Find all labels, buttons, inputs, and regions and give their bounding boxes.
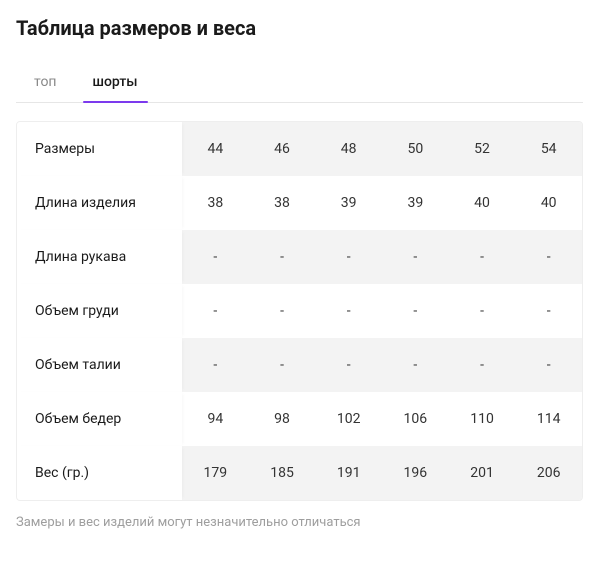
cell: 196 (382, 465, 449, 481)
table-row: Вес (гр.) 179 185 191 196 201 206 (17, 446, 582, 500)
cell: 191 (315, 465, 382, 481)
cell: 40 (449, 195, 516, 211)
page-title: Таблица размеров и веса (16, 16, 583, 40)
header-label: Размеры (17, 122, 182, 176)
tab-shorts[interactable]: шорты (75, 64, 156, 102)
cell: 114 (515, 411, 582, 427)
size-col: 46 (249, 141, 316, 157)
cell: 179 (182, 465, 249, 481)
row-label: Объем талии (17, 338, 182, 392)
cell: - (449, 303, 516, 319)
cell: - (515, 249, 582, 265)
table-row: Длина рукава - - - - - - (17, 230, 582, 284)
cell: 201 (449, 465, 516, 481)
tabs: топ шорты (16, 64, 583, 103)
cell: 40 (515, 195, 582, 211)
size-col: 44 (182, 141, 249, 157)
cell: 38 (249, 195, 316, 211)
table-row: Объем груди - - - - - - (17, 284, 582, 338)
cell: - (382, 303, 449, 319)
cell: - (449, 357, 516, 373)
cell: - (249, 249, 316, 265)
size-col: 54 (515, 141, 582, 157)
cell: 98 (249, 411, 316, 427)
size-table: Размеры 44 46 48 50 52 54 Длина изделия … (16, 121, 583, 501)
table-header-row: Размеры 44 46 48 50 52 54 (17, 122, 582, 176)
size-col: 50 (382, 141, 449, 157)
cell: 39 (382, 195, 449, 211)
cell: - (515, 303, 582, 319)
table-row: Объем талии - - - - - - (17, 338, 582, 392)
table-row: Объем бедер 94 98 102 106 110 114 (17, 392, 582, 446)
row-label: Вес (гр.) (17, 446, 182, 500)
row-label: Объем бедер (17, 392, 182, 446)
cell: - (315, 357, 382, 373)
cell: - (382, 357, 449, 373)
cell: - (182, 249, 249, 265)
cell: - (315, 249, 382, 265)
cell: - (382, 249, 449, 265)
cell: 102 (315, 411, 382, 427)
cell: - (449, 249, 516, 265)
size-col: 52 (449, 141, 516, 157)
cell: - (515, 357, 582, 373)
cell: - (315, 303, 382, 319)
cell: 38 (182, 195, 249, 211)
cell: 39 (315, 195, 382, 211)
cell: - (182, 357, 249, 373)
cell: 206 (515, 465, 582, 481)
table-row: Длина изделия 38 38 39 39 40 40 (17, 176, 582, 230)
tab-top[interactable]: топ (16, 64, 75, 102)
cell: - (249, 303, 316, 319)
footnote: Замеры и вес изделий могут незначительно… (16, 515, 583, 530)
row-label: Объем груди (17, 284, 182, 338)
cell: 110 (449, 411, 516, 427)
row-label: Длина рукава (17, 230, 182, 284)
cell: 94 (182, 411, 249, 427)
cell: - (182, 303, 249, 319)
cell: - (249, 357, 316, 373)
cell: 185 (249, 465, 316, 481)
size-col: 48 (315, 141, 382, 157)
row-label: Длина изделия (17, 176, 182, 230)
cell: 106 (382, 411, 449, 427)
